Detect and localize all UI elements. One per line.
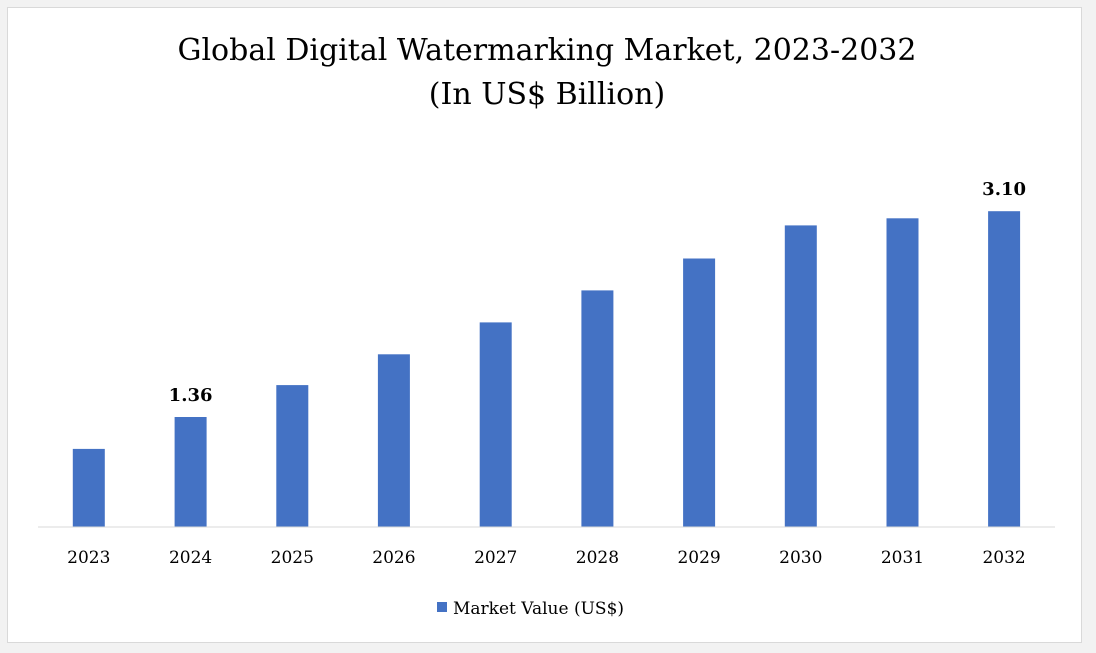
data-label-2024: 1.36: [169, 385, 213, 406]
legend-swatch: [437, 602, 447, 612]
bar-2028: [581, 290, 614, 527]
bar-2027: [479, 322, 512, 527]
data-labels: 1.36 3.10: [169, 179, 1026, 406]
bars-group: [72, 211, 1021, 528]
chart-subtitle: (In US$ Billion): [429, 77, 665, 112]
x-tick-2031: 2031: [881, 548, 924, 568]
x-tick-2025: 2025: [271, 548, 314, 568]
bar-2024: [174, 417, 207, 527]
legend: Market Value (US$): [437, 599, 624, 619]
data-label-2032: 3.10: [982, 179, 1026, 200]
x-tick-2026: 2026: [372, 548, 415, 568]
legend-label: Market Value (US$): [453, 599, 624, 619]
chart-title: Global Digital Watermarking Market, 2023…: [178, 33, 917, 68]
bar-2026: [377, 354, 410, 527]
x-tick-2028: 2028: [576, 548, 619, 568]
x-tick-2030: 2030: [779, 548, 822, 568]
bar-2023: [72, 448, 105, 527]
bar-2029: [683, 258, 716, 527]
x-tick-2032: 2032: [982, 548, 1025, 568]
x-tick-2023: 2023: [67, 548, 110, 568]
bar-2025: [276, 385, 309, 527]
x-tick-labels: 2023 2024 2025 2026 2027 2028 2029 2030 2031 2032: [67, 548, 1026, 568]
bar-2032: [988, 211, 1021, 527]
bar-2030: [784, 225, 817, 527]
bar-2031: [886, 218, 919, 528]
x-tick-2029: 2029: [677, 548, 720, 568]
x-tick-2024: 2024: [169, 548, 212, 568]
x-tick-2027: 2027: [474, 548, 517, 568]
